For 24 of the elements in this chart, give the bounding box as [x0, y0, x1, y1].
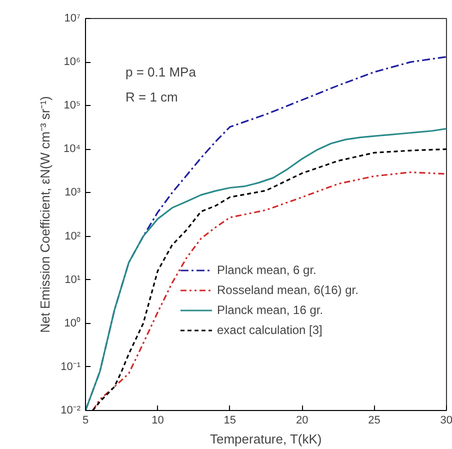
legend-label: exact calculation [3] — [217, 323, 322, 337]
y-tick-label: 10⁵ — [64, 100, 80, 112]
legend-label: Planck mean, 6 gr. — [217, 263, 316, 277]
y-tick-label: 10⁴ — [64, 143, 81, 156]
y-tick-label: 10⁻¹ — [60, 360, 81, 373]
y-axis-title: Net Emission Coefficient, εN(W cm⁻³ sr⁻¹) — [38, 96, 53, 333]
y-tick-label: 10⁻² — [60, 404, 81, 416]
y-tick-label: 10⁷ — [64, 12, 81, 24]
legend-label: Rosseland mean, 6(16) gr. — [217, 283, 358, 297]
y-tick-label: 10³ — [64, 186, 81, 199]
x-tick-label: 15 — [224, 414, 236, 426]
x-tick-label: 5 — [82, 414, 89, 426]
annotation: p = 0.1 MPa — [126, 64, 197, 80]
y-tick-label: 10⁰ — [64, 316, 81, 330]
y-tick-label: 10⁶ — [64, 56, 80, 68]
y-tick-label: 10¹ — [64, 274, 81, 286]
y-tick-label: 10² — [64, 230, 81, 242]
legend-label: Planck mean, 16 gr. — [217, 303, 324, 317]
x-tick-label: 20 — [296, 414, 308, 426]
annotation: R = 1 cm — [126, 90, 178, 104]
x-tick-label: 25 — [368, 414, 380, 426]
x-tick-label: 10 — [152, 414, 164, 426]
x-axis-title: Temperature, T(kK) — [210, 432, 322, 446]
x-tick-label: 30 — [440, 414, 452, 426]
